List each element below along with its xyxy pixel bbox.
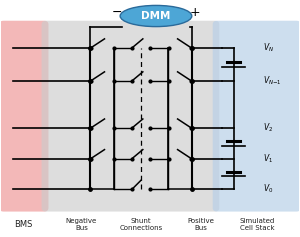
Text: $V_N$: $V_N$ xyxy=(263,41,274,54)
FancyBboxPatch shape xyxy=(42,21,219,212)
Text: $V_0$: $V_0$ xyxy=(263,183,274,196)
Text: Shunt
Connections: Shunt Connections xyxy=(119,218,163,231)
Text: $V_{N\mathregular{-1}}$: $V_{N\mathregular{-1}}$ xyxy=(263,75,282,87)
FancyBboxPatch shape xyxy=(0,21,49,212)
Text: Simulated
Cell Stack: Simulated Cell Stack xyxy=(240,218,275,231)
Text: DMM: DMM xyxy=(141,11,171,21)
Text: $V_1$: $V_1$ xyxy=(263,152,274,165)
Text: BMS: BMS xyxy=(14,220,32,229)
Text: +: + xyxy=(190,6,200,19)
Text: −: − xyxy=(112,6,122,19)
Text: Negative
Bus: Negative Bus xyxy=(66,218,97,231)
Text: Positive
Bus: Positive Bus xyxy=(187,218,214,231)
Ellipse shape xyxy=(120,5,192,27)
FancyBboxPatch shape xyxy=(213,21,300,212)
Text: $V_2$: $V_2$ xyxy=(263,122,274,134)
